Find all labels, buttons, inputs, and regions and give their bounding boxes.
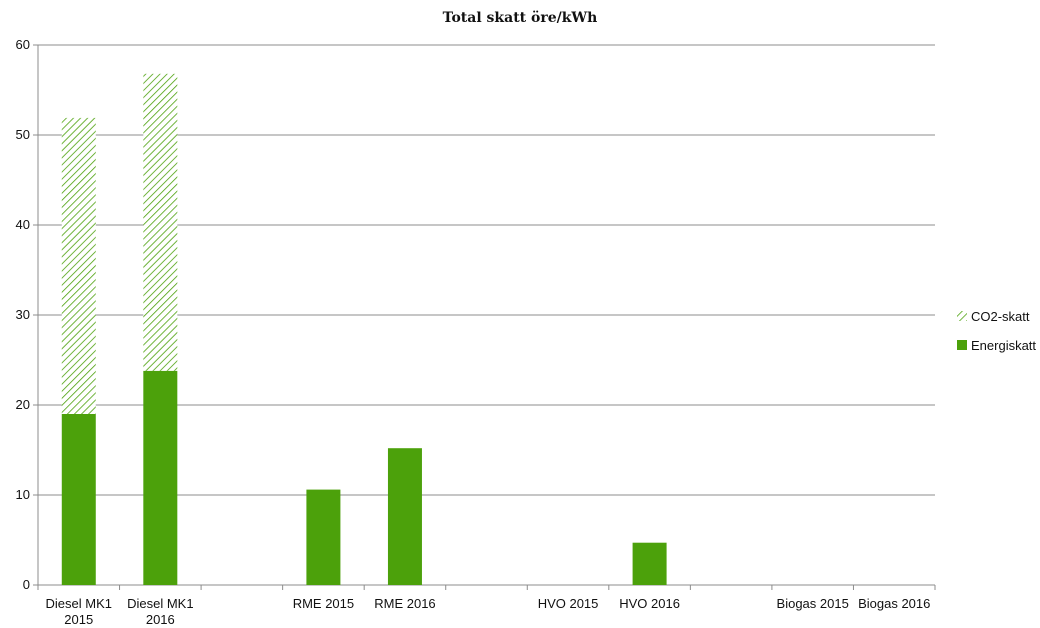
- x-category-label: Diesel MK1: [127, 596, 193, 611]
- y-axis-tick-labels: 0 10 20 30 40 50 60: [16, 37, 30, 592]
- bar-energiskatt: [387, 448, 422, 585]
- bar-energiskatt: [306, 489, 341, 585]
- x-category-label: 2015: [64, 612, 93, 627]
- x-category-label: Diesel MK1: [46, 596, 112, 611]
- bar-co2-skatt: [143, 73, 178, 371]
- gridlines: [38, 44, 935, 496]
- y-tick-label: 10: [16, 487, 30, 502]
- y-tick-label: 50: [16, 127, 30, 142]
- x-category-label: 2016: [146, 612, 175, 627]
- bar-energiskatt: [632, 542, 667, 585]
- bars: [61, 73, 667, 585]
- bar-energiskatt: [61, 414, 96, 585]
- legend-label-co2-skatt: CO2-skatt: [971, 309, 1030, 324]
- y-tick-label: 60: [16, 37, 30, 52]
- legend-label-energiskatt: Energiskatt: [971, 338, 1036, 353]
- y-tick-label: 40: [16, 217, 30, 232]
- y-tick-label: 20: [16, 397, 30, 412]
- chart-title: Total skatt öre/kWh: [443, 10, 598, 26]
- y-tick-label: 30: [16, 307, 30, 322]
- bar-energiskatt: [143, 370, 178, 585]
- axes: [33, 44, 936, 590]
- x-category-label: HVO 2016: [619, 596, 680, 611]
- x-category-label: HVO 2015: [538, 596, 599, 611]
- legend: CO2-skatt Energiskatt: [957, 309, 1036, 353]
- legend-swatch-energiskatt: [957, 340, 967, 350]
- y-tick-label: 0: [23, 577, 30, 592]
- x-category-label: Biogas 2016: [858, 596, 930, 611]
- legend-swatch-co2-skatt: [957, 311, 967, 321]
- x-category-label: RME 2015: [293, 596, 354, 611]
- x-category-label: RME 2016: [374, 596, 435, 611]
- x-category-label: Biogas 2015: [777, 596, 849, 611]
- bar-co2-skatt: [61, 117, 96, 415]
